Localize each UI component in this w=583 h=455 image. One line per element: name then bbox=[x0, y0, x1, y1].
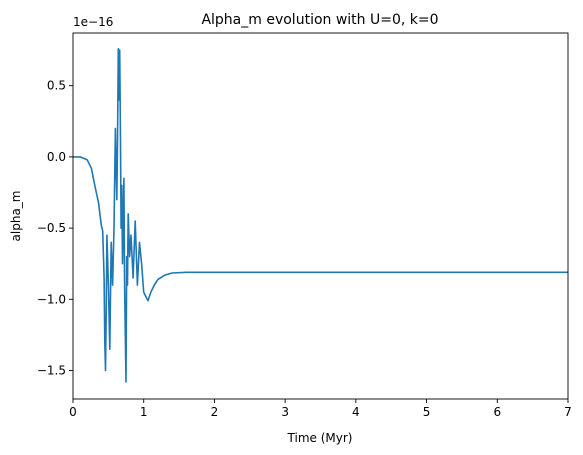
y-tick-label: −0.5 bbox=[37, 221, 66, 235]
y-tick-label: −1.5 bbox=[37, 364, 66, 378]
x-tick-label: 4 bbox=[352, 405, 360, 419]
axes-frame bbox=[72, 32, 569, 400]
x-axis-label: Time (Myr) bbox=[287, 431, 353, 445]
plot-area bbox=[73, 47, 568, 383]
x-tick-label: 0 bbox=[69, 405, 77, 419]
y-axis-offset-label: 1e−16 bbox=[73, 15, 113, 29]
x-axis-ticks: 0 1 2 3 4 5 6 7 bbox=[69, 399, 572, 419]
y-axis-label: alpha_m bbox=[9, 191, 23, 242]
x-tick-label: 2 bbox=[211, 405, 219, 419]
x-tick-label: 3 bbox=[281, 405, 289, 419]
series-line bbox=[73, 47, 568, 383]
chart-title: Alpha_m evolution with U=0, k=0 bbox=[201, 12, 438, 28]
x-tick-label: 7 bbox=[564, 405, 572, 419]
y-tick-label: −1.0 bbox=[37, 292, 66, 306]
y-axis-ticks: 0.5 0.0 −0.5 −1.0 −1.5 bbox=[37, 79, 73, 378]
x-tick-label: 6 bbox=[493, 405, 501, 419]
x-tick-label: 1 bbox=[140, 405, 148, 419]
y-tick-label: 0.0 bbox=[47, 150, 66, 164]
y-tick-label: 0.5 bbox=[47, 79, 66, 93]
x-tick-label: 5 bbox=[423, 405, 431, 419]
